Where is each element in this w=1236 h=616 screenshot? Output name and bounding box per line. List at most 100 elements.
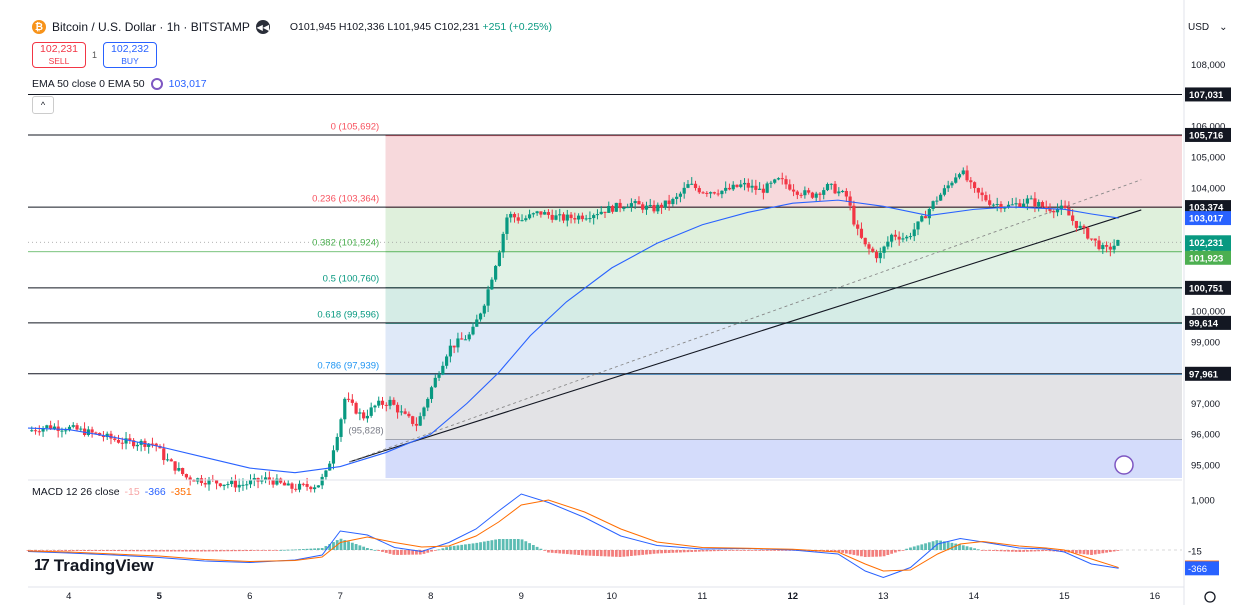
candle-body (984, 195, 988, 201)
macd-histogram-bar (173, 550, 177, 552)
time-tick: 14 (969, 591, 980, 602)
candle-body (784, 179, 788, 185)
ema-label: EMA 50 close 0 EMA 50 (32, 78, 145, 90)
candle-body (90, 429, 94, 433)
replay-icon[interactable]: ◀◀ (255, 20, 270, 34)
candle-body (275, 478, 279, 485)
tradingview-logo[interactable]: 17 TradingView (34, 556, 154, 576)
macd-histogram-bar (166, 550, 169, 552)
candle-body (901, 238, 905, 240)
candle-body (1037, 202, 1041, 207)
macd-histogram-bar (305, 548, 309, 550)
trendline-dashed[interactable] (349, 179, 1142, 463)
gear-icon[interactable] (1204, 591, 1216, 603)
sell-button[interactable]: 102,231 SELL (32, 42, 86, 68)
candle-body (527, 214, 532, 219)
macd-histogram-bar (675, 550, 679, 553)
macd-line[interactable] (27, 493, 1119, 579)
lightning-icon[interactable] (1114, 455, 1134, 475)
macd-histogram-bar (1105, 550, 1108, 553)
candle-body (309, 486, 313, 490)
candle-body (248, 480, 253, 485)
macd-histogram-bar (105, 550, 109, 551)
macd-histogram-bar (535, 546, 539, 550)
macd-histogram-bar (482, 541, 486, 550)
candle-body (1055, 208, 1060, 213)
macd-histogram-bar (169, 550, 173, 552)
candle-body (822, 190, 826, 195)
macd-histogram-bar (592, 550, 596, 556)
macd-histogram-bar (1044, 550, 1048, 551)
candle-body (414, 423, 419, 426)
buy-button[interactable]: 102,232 BUY (103, 42, 158, 68)
candle-body (667, 200, 671, 205)
ema-50-line[interactable] (27, 199, 1119, 474)
candle-body (1089, 238, 1094, 240)
candle-body (339, 419, 343, 437)
macd-histogram-bar (245, 550, 249, 552)
macd-histogram-bar (826, 550, 829, 552)
macd-histogram-bar (26, 550, 30, 551)
macd-histogram-bar (735, 550, 739, 551)
fib-label: 0.786 (97,939) (317, 360, 379, 371)
candle-body (554, 215, 558, 220)
macd-histogram-bar (584, 550, 588, 556)
candle-body (863, 237, 867, 245)
candle-body (761, 188, 765, 193)
macd-histogram-bar (86, 550, 90, 551)
macd-histogram-bar (890, 550, 894, 554)
candle-body (475, 319, 479, 327)
candle-body (859, 228, 864, 238)
candle-body (1086, 227, 1090, 239)
candle-body (659, 204, 664, 208)
macd-legend[interactable]: MACD 12 26 close -15 -366 -351 (32, 486, 192, 498)
macd-histogram-bar (577, 550, 581, 555)
macd-histogram-bar (618, 550, 622, 557)
candle-body (1048, 208, 1052, 212)
candle-body (377, 400, 381, 406)
macd-histogram-bar (230, 550, 234, 552)
macd-histogram-bar (83, 550, 86, 551)
candle-body (773, 179, 777, 183)
candle-body (354, 402, 358, 414)
macd-histogram-bar (350, 542, 354, 550)
macd-histogram-bar (362, 546, 366, 550)
ema-line (27, 199, 1119, 474)
macd-histogram-bar (498, 539, 501, 550)
candle-body (426, 398, 430, 408)
candle-body (731, 184, 735, 190)
macd-histogram-bar (694, 550, 697, 552)
macd-histogram-bar (724, 550, 728, 551)
candle-body (535, 211, 539, 214)
macd-histogram-bar (999, 550, 1003, 552)
macd-histogram-bar (988, 550, 992, 551)
macd-histogram-bar (320, 548, 324, 550)
candle-body (663, 200, 667, 208)
macd-histogram-bar (1003, 550, 1007, 552)
candle-body (199, 478, 204, 484)
ema-legend[interactable]: EMA 50 close 0 EMA 50 103,017 (32, 78, 207, 90)
macd-histogram-bar (1101, 550, 1105, 554)
candle-body (584, 218, 588, 220)
macd-histogram-bar (543, 550, 547, 551)
candle-body (954, 177, 958, 183)
macd-histogram-bar (682, 550, 686, 553)
candle-body (565, 214, 569, 221)
collapse-button[interactable]: ^ (32, 96, 54, 114)
candle-body (795, 191, 799, 195)
macd-histogram-bar (554, 550, 558, 554)
trendline[interactable] (349, 209, 1142, 463)
macd-histogram-bar (761, 550, 765, 551)
macd-histogram-bar (784, 550, 788, 551)
price-tick: 100,000 (1191, 307, 1225, 318)
macd-histogram-bar (652, 550, 656, 554)
macd-histogram-bar (973, 548, 976, 550)
macd-histogram-bar (596, 550, 599, 557)
candle-body (169, 459, 173, 462)
signal-line[interactable] (27, 499, 1119, 572)
macd-histogram-bar (573, 550, 577, 555)
macd-histogram-bar (181, 550, 185, 552)
currency-selector[interactable]: USD ⌄ (1188, 22, 1228, 33)
macd-histogram-bar (452, 545, 456, 550)
